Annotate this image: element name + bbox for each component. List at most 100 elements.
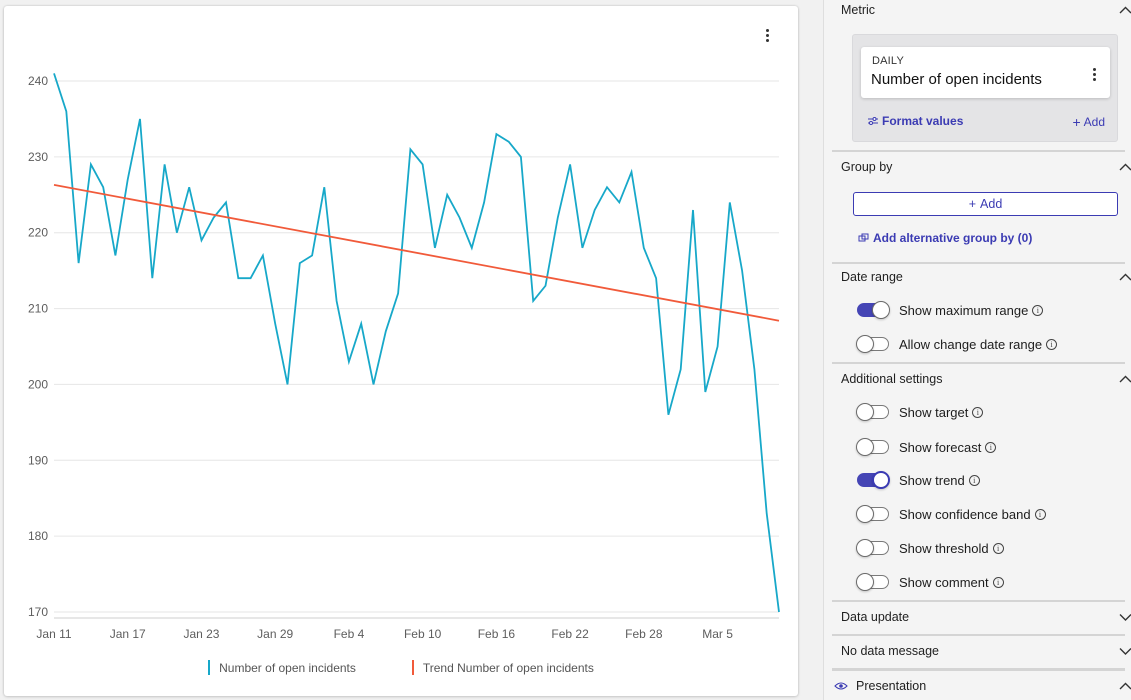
- toggle-row-show-maximum-range: Show maximum range i: [857, 300, 1044, 320]
- legend-swatch-incidents: [208, 660, 211, 675]
- toggle-knob: [856, 335, 874, 353]
- show-threshold-toggle[interactable]: [856, 539, 889, 557]
- y-tick-label: 190: [28, 453, 48, 467]
- x-tick-label: Feb 28: [625, 627, 663, 641]
- plus-icon: +: [968, 197, 977, 211]
- show-target-label: Show target: [899, 404, 969, 420]
- add-alternative-group-by-link[interactable]: Add alternative group by (0): [858, 231, 1032, 245]
- y-tick-label: 180: [28, 529, 48, 543]
- toggle-row-show-forecast: Show forecast i: [856, 437, 997, 457]
- allow-change-date-range-toggle[interactable]: [856, 335, 889, 353]
- y-tick-label: 200: [28, 377, 48, 391]
- toggle-row-show-comment: Show comment i: [856, 572, 1004, 592]
- metric-section-title: Metric: [841, 3, 876, 17]
- chart-card: 170 180 190 200 210 220 230 240 Jan 11 Jan 17 Jan …: [4, 6, 798, 696]
- show-confidence-band-toggle[interactable]: [856, 505, 889, 523]
- info-icon[interactable]: i: [992, 542, 1004, 554]
- legend-label-incidents: Number of open incidents: [219, 660, 356, 675]
- show-forecast-toggle[interactable]: [856, 438, 889, 456]
- presentation-section-header[interactable]: Presentation: [832, 674, 1131, 698]
- toggle-label: Show comment i: [899, 575, 1004, 590]
- additional-settings-title: Additional settings: [841, 372, 943, 386]
- info-icon[interactable]: i: [1032, 304, 1044, 316]
- legend-item-trend[interactable]: Trend Number of open incidents: [411, 660, 594, 675]
- info-icon[interactable]: i: [992, 576, 1004, 588]
- metric-frequency: DAILY: [872, 55, 904, 67]
- chevron-up-icon[interactable]: [1118, 372, 1131, 386]
- show-comment-label: Show comment: [899, 574, 989, 590]
- info-icon[interactable]: i: [968, 474, 980, 486]
- show-confidence-band-label: Show confidence band: [899, 506, 1031, 522]
- metric-menu-kebab-icon[interactable]: [1085, 65, 1103, 83]
- toggle-label: Show forecast i: [899, 439, 997, 455]
- toggle-label: Show maximum range i: [899, 302, 1044, 318]
- toggle-label: Show trend i: [899, 473, 980, 488]
- x-tick-label: Feb 16: [478, 627, 516, 641]
- divider: [832, 262, 1125, 264]
- x-tick-label: Feb 10: [404, 627, 442, 641]
- eye-icon: [834, 682, 848, 690]
- legend-swatch-trend: [411, 660, 414, 675]
- group-icon: [858, 233, 869, 242]
- settings-panel: Metric DAILY Number of open incidents Fo…: [823, 0, 1131, 700]
- info-icon[interactable]: i: [972, 406, 984, 418]
- no-data-message-title: No data message: [841, 644, 939, 658]
- group-by-section-header[interactable]: Group by: [840, 155, 1131, 179]
- add-group-by-label: Add: [980, 197, 1003, 211]
- info-icon[interactable]: i: [1034, 508, 1046, 520]
- show-target-toggle[interactable]: [856, 403, 889, 421]
- format-values-link[interactable]: Format values: [867, 114, 963, 128]
- toggle-knob: [856, 505, 874, 523]
- show-maximum-range-label: Show maximum range: [899, 302, 1029, 318]
- legend-label-trend: Trend Number of open incidents: [422, 660, 594, 675]
- date-range-title: Date range: [841, 270, 903, 284]
- toggle-knob: [856, 403, 874, 421]
- info-icon[interactable]: i: [1046, 338, 1058, 350]
- metric-box: DAILY Number of open incidents Format va…: [852, 34, 1118, 142]
- x-tick-label: Jan 11: [36, 627, 71, 641]
- toggle-knob: [872, 471, 890, 489]
- data-update-section-header[interactable]: Data update: [840, 605, 1131, 629]
- legend-item-incidents[interactable]: Number of open incidents: [208, 660, 356, 675]
- allow-change-date-range-label: Allow change date range: [899, 336, 1043, 352]
- chevron-up-icon[interactable]: [1118, 160, 1131, 174]
- show-forecast-label: Show forecast: [899, 439, 982, 455]
- toggle-label: Show confidence band i: [899, 507, 1046, 522]
- additional-settings-section-header[interactable]: Additional settings: [840, 367, 1131, 391]
- add-group-by-button[interactable]: + Add: [853, 192, 1118, 216]
- divider: [832, 600, 1125, 602]
- x-tick-label: Jan 23: [183, 627, 219, 641]
- metric-section-header[interactable]: Metric: [840, 0, 1131, 22]
- sliders-icon: [868, 117, 878, 125]
- data-update-title: Data update: [841, 610, 910, 624]
- show-maximum-range-toggle[interactable]: [857, 301, 890, 319]
- divider: [832, 150, 1125, 152]
- info-icon[interactable]: i: [985, 441, 997, 453]
- chevron-down-icon[interactable]: [1118, 610, 1131, 624]
- metric-card[interactable]: DAILY Number of open incidents: [861, 47, 1110, 98]
- chart-menu-kebab-icon[interactable]: [758, 26, 776, 44]
- divider: [832, 362, 1125, 364]
- toggle-row-show-target: Show target i: [856, 402, 984, 422]
- show-threshold-label: Show threshold: [899, 540, 989, 556]
- show-comment-toggle[interactable]: [856, 573, 889, 591]
- toggle-knob: [856, 573, 874, 591]
- add-metric-link[interactable]: + Add: [1072, 114, 1105, 130]
- series-line-trend: [53, 184, 780, 322]
- toggle-row-show-trend: Show trend i: [857, 470, 980, 490]
- chevron-up-icon[interactable]: [1118, 3, 1131, 17]
- format-values-label: Format values: [882, 114, 964, 128]
- toggle-knob: [872, 301, 890, 319]
- toggle-knob: [856, 539, 874, 557]
- chevron-down-icon[interactable]: [1118, 644, 1131, 658]
- show-trend-label: Show trend: [899, 472, 965, 488]
- toggle-row-show-confidence-band: Show confidence band i: [856, 504, 1046, 524]
- chevron-up-icon[interactable]: [1118, 270, 1131, 284]
- show-trend-toggle[interactable]: [857, 471, 890, 489]
- chevron-up-icon[interactable]: [1118, 679, 1131, 693]
- no-data-message-section-header[interactable]: No data message: [840, 639, 1131, 663]
- toggle-label: Allow change date range i: [899, 336, 1058, 352]
- date-range-section-header[interactable]: Date range: [840, 265, 1131, 289]
- toggle-knob: [856, 438, 874, 456]
- y-tick-label: 210: [28, 302, 48, 316]
